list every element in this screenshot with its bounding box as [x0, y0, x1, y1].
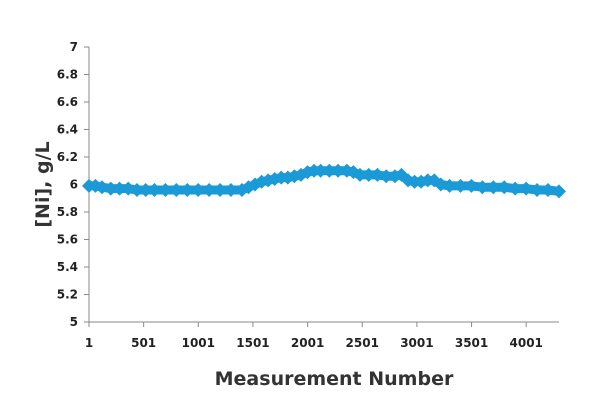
- data-point: [497, 180, 512, 195]
- y-tick-label: 6.6: [57, 95, 78, 109]
- data-point: [361, 167, 376, 182]
- x-tick-label: 4001: [510, 336, 543, 350]
- y-tick-label: 6: [70, 178, 78, 192]
- x-tick-label: 2001: [291, 336, 324, 350]
- data-point: [191, 183, 206, 197]
- y-tick-label: 5: [70, 315, 78, 329]
- data-point: [475, 180, 490, 195]
- data-point: [379, 169, 394, 184]
- data-point: [552, 184, 566, 199]
- data-point: [213, 183, 228, 197]
- y-tick-label: 5.8: [57, 205, 78, 219]
- y-axis-ticks: 5 5.2 5.4 5.6 5.8 6 6.2 6.4 6.6 6.8 7: [57, 40, 89, 329]
- y-tick-label: 6.4: [57, 123, 78, 137]
- x-axis-title: Measurement Number: [215, 368, 454, 390]
- data-point: [147, 183, 162, 197]
- data-point: [313, 163, 328, 178]
- data-point: [519, 181, 534, 196]
- x-tick-label: 2501: [346, 336, 379, 350]
- data-point: [138, 183, 153, 197]
- data-point: [169, 183, 184, 197]
- data-point: [103, 181, 118, 196]
- plot-area: 55.25.45.65.866.26.46.66.87 1 501 1001 1501…: [57, 40, 566, 350]
- y-axis-title: [Ni], g/L: [32, 141, 54, 227]
- data-point: [540, 183, 555, 197]
- x-tick-label: 3501: [455, 336, 488, 350]
- data-point: [322, 163, 337, 178]
- data-point: [453, 178, 468, 193]
- y-tick-label: 5.2: [57, 288, 78, 302]
- data-point: [158, 183, 173, 197]
- data-series: [82, 163, 566, 199]
- data-point: [248, 177, 263, 192]
- x-axis-ticks: 1 501 1001 1501 2001 2501 3001 3501 4001: [85, 322, 543, 350]
- data-point: [508, 181, 523, 196]
- data-point: [370, 167, 385, 182]
- data-point: [331, 163, 346, 178]
- y-tick-label: 5.6: [57, 233, 78, 247]
- data-point: [180, 183, 195, 197]
- y-tick-label: 5.4: [57, 260, 78, 274]
- x-tick-label: 1501: [236, 336, 269, 350]
- data-point: [202, 183, 217, 197]
- x-tick-label: 501: [131, 336, 156, 350]
- data-point: [442, 178, 457, 193]
- data-point: [530, 183, 545, 197]
- y-tick-label: 6.8: [57, 68, 78, 82]
- data-point: [464, 178, 479, 193]
- data-point: [129, 183, 144, 197]
- data-point: [352, 167, 367, 182]
- x-tick-label: 1001: [182, 336, 215, 350]
- x-tick-label: 3001: [400, 336, 433, 350]
- data-point: [121, 181, 136, 196]
- data-point: [486, 180, 501, 195]
- y-tick-label: 7: [70, 40, 78, 54]
- y-tick-label: 6.2: [57, 150, 78, 164]
- data-point: [433, 177, 448, 192]
- data-point: [223, 183, 238, 197]
- x-tick-label: 1: [85, 336, 93, 350]
- data-point: [112, 181, 127, 196]
- data-point: [95, 180, 110, 195]
